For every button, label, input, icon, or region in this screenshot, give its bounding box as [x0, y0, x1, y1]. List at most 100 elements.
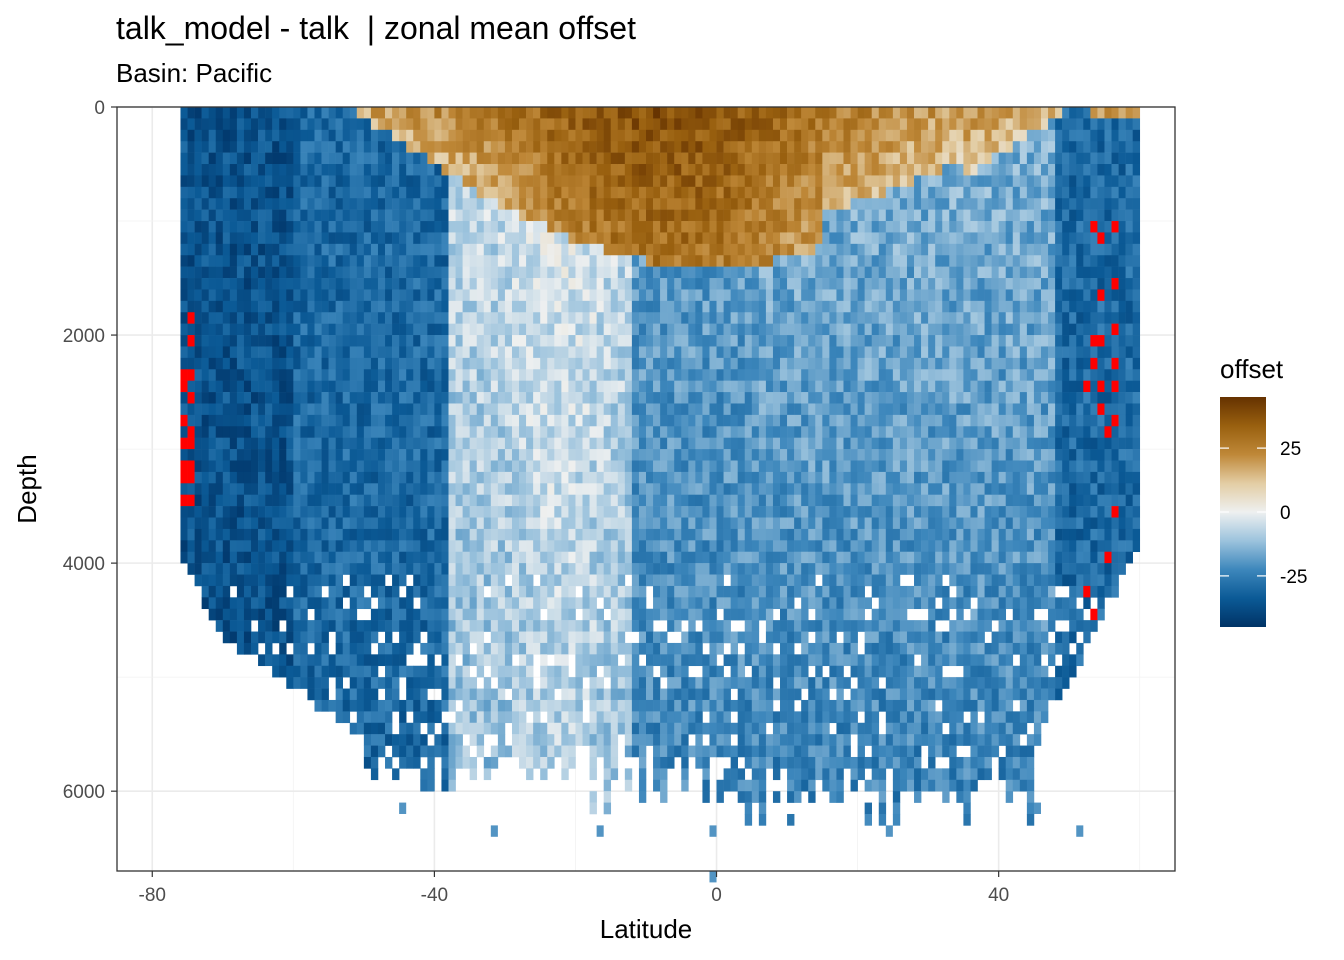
heatmap-cell	[815, 175, 823, 188]
heatmap-cell	[660, 164, 668, 176]
heatmap-cell	[801, 779, 809, 792]
heatmap-cell	[356, 620, 365, 632]
heatmap-cell	[808, 141, 816, 153]
heatmap-cell	[427, 186, 435, 199]
heatmap-cell	[695, 426, 703, 438]
heatmap-cell	[229, 437, 238, 450]
heatmap-cell	[751, 232, 760, 245]
heatmap-cell	[589, 164, 597, 176]
heatmap-cell	[448, 129, 456, 142]
heatmap-cell	[822, 232, 830, 245]
heatmap-cell	[490, 243, 499, 256]
heatmap-cell	[730, 756, 738, 769]
heatmap-cell	[526, 745, 534, 758]
heatmap-cell	[744, 312, 753, 324]
heatmap-cell	[251, 118, 259, 131]
heatmap-cell	[794, 141, 802, 153]
heatmap-cell	[787, 768, 795, 781]
heatmap-cell	[582, 620, 590, 632]
heatmap-cell	[286, 141, 294, 153]
heatmap-cell	[702, 654, 710, 667]
heatmap-cell	[596, 323, 604, 336]
heatmap-cell	[780, 517, 788, 530]
heatmap-cell	[547, 266, 555, 279]
heatmap-cell	[808, 243, 816, 256]
heatmap-cell	[504, 620, 513, 632]
heatmap-cell	[392, 699, 400, 712]
heatmap-cell	[631, 506, 640, 518]
heatmap-cell	[744, 779, 753, 792]
heatmap-cell	[434, 608, 442, 621]
heatmap-cell	[702, 323, 710, 336]
heatmap-cell	[370, 380, 379, 393]
heatmap-cell	[356, 699, 365, 712]
heatmap-cell	[765, 699, 774, 712]
heatmap-cell	[385, 722, 393, 735]
heatmap-cell	[787, 335, 795, 347]
heatmap-cell	[547, 243, 555, 256]
heatmap-cell	[406, 209, 414, 222]
heatmap-cell	[511, 403, 520, 416]
heatmap-cell	[385, 221, 393, 233]
heatmap-cell	[448, 471, 456, 484]
heatmap-cell	[180, 403, 188, 416]
heatmap-cell	[575, 677, 583, 689]
heatmap-cell	[293, 312, 301, 324]
heatmap-cell	[568, 756, 576, 769]
heatmap-cell	[490, 186, 499, 199]
heatmap-cell	[631, 266, 640, 279]
heatmap-cell	[307, 403, 315, 416]
heatmap-cell	[504, 699, 513, 712]
heatmap-cell	[427, 198, 435, 210]
heatmap-cell	[215, 437, 224, 450]
heatmap-cell	[328, 506, 336, 518]
heatmap-cell	[758, 107, 767, 119]
heatmap-cell	[222, 551, 231, 564]
heatmap-cell	[772, 255, 781, 267]
heatmap-cell	[589, 449, 597, 461]
heatmap-cell	[251, 494, 259, 507]
heatmap-cell	[772, 221, 781, 233]
heatmap-cell	[448, 369, 456, 381]
heatmap-cell	[236, 642, 245, 655]
heatmap-cell	[730, 426, 738, 438]
heatmap-cell	[441, 608, 449, 621]
heatmap-cell	[822, 312, 830, 324]
heatmap-cell	[533, 483, 541, 495]
heatmap-cell	[533, 642, 541, 655]
heatmap-cell	[519, 426, 527, 438]
heatmap-cell	[413, 563, 421, 575]
heatmap-cell	[476, 209, 485, 222]
heatmap-cell	[787, 198, 795, 210]
heatmap-cell	[335, 528, 343, 541]
heatmap-cell	[667, 289, 675, 302]
heatmap-cell	[328, 255, 336, 267]
heatmap-cell	[476, 186, 485, 199]
heatmap-cell	[265, 608, 273, 621]
heatmap-cell	[455, 335, 463, 347]
heatmap-cell	[533, 597, 541, 610]
heatmap-cell	[476, 357, 485, 370]
heatmap-cell	[765, 597, 774, 610]
heatmap-cell	[251, 209, 259, 222]
heatmap-cell	[413, 209, 421, 222]
heatmap-cell	[702, 585, 710, 598]
heatmap-cell	[667, 335, 675, 347]
heatmap-cell	[519, 403, 527, 416]
heatmap-cell	[448, 642, 456, 655]
heatmap-cell	[406, 243, 414, 256]
heatmap-cell	[540, 175, 548, 188]
heatmap-cell	[201, 118, 209, 131]
heatmap-cell	[406, 335, 414, 347]
heatmap-cell	[314, 255, 322, 267]
heatmap-cell	[349, 654, 358, 667]
heatmap-cell	[194, 312, 202, 324]
heatmap-cell	[568, 221, 576, 233]
heatmap-cell	[321, 494, 329, 507]
heatmap-cell	[716, 791, 724, 803]
heatmap-cell	[385, 608, 393, 621]
heatmap-cell	[413, 266, 421, 279]
heatmap-cell	[568, 209, 576, 222]
heatmap-cell	[815, 688, 823, 701]
heatmap-cell	[702, 186, 710, 199]
